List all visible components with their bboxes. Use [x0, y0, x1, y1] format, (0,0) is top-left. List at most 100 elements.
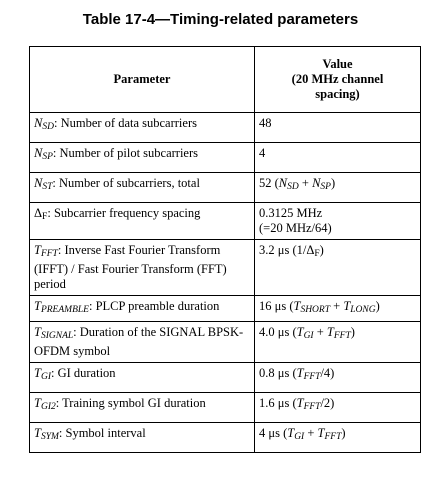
table-header-row: Parameter Value (20 MHz channel spacing) — [29, 46, 421, 113]
value-line1: 0.3125 MHz — [259, 206, 323, 220]
param-description: : Number of data subcarriers — [53, 116, 197, 130]
value-prefix: 4 μs ( — [259, 426, 288, 440]
param-symbol: N — [34, 146, 43, 160]
param-symbol: T — [34, 243, 41, 257]
table-row: TSYM: Symbol interval 4 μs (TGI + TFFT) — [29, 422, 421, 453]
value-prefix: 52 ( — [259, 176, 279, 190]
value-prefix: 0.8 μs ( — [259, 366, 297, 380]
value-subscript: GI — [303, 331, 314, 341]
value-prefix: 4.0 μs ( — [259, 325, 297, 339]
parameter-cell: TPREAMBLE: PLCP preamble duration — [29, 295, 255, 322]
value-operator: + — [298, 176, 313, 190]
param-symbol: T — [34, 325, 41, 339]
param-symbol: T — [34, 426, 41, 440]
parameter-cell: TGI: GI duration — [29, 362, 255, 393]
parameter-cell: NST: Number of subcarriers, total — [29, 172, 255, 203]
param-subscript: SP — [42, 152, 53, 162]
value-cell: 1.6 μs (TFFT/2) — [254, 392, 421, 423]
param-description: : Number of pilot subcarriers — [52, 146, 199, 160]
header-value-line1: Value — [322, 57, 353, 71]
param-subscript: ST — [42, 182, 53, 192]
value-symbol: T — [287, 426, 295, 440]
value-subscript: SP — [320, 182, 331, 192]
value-subscript: F — [314, 249, 320, 259]
value-prefix: 1.6 μs ( — [259, 396, 297, 410]
header-value-line2: (20 MHz channel — [291, 72, 384, 86]
header-value: Value (20 MHz channel spacing) — [254, 46, 421, 113]
table-row: TFFT: Inverse Fast Fourier Transform (IF… — [29, 239, 421, 296]
param-description: : Inverse Fast Fourier Transform (IFFT) … — [34, 243, 227, 291]
value-suffix: /2) — [320, 396, 335, 410]
table-row: NST: Number of subcarriers, total 52 (NS… — [29, 172, 421, 203]
value-suffix: /4) — [320, 366, 335, 380]
param-subscript: GI — [40, 372, 51, 382]
value-cell: 4 μs (TGI + TFFT) — [254, 422, 421, 453]
parameter-cell: TFFT: Inverse Fast Fourier Transform (IF… — [29, 239, 255, 296]
param-subscript: SYM — [40, 432, 59, 442]
parameter-cell: ΔF: Subcarrier frequency spacing — [29, 202, 255, 240]
value-subscript: SD — [287, 182, 299, 192]
parameter-cell: NSP: Number of pilot subcarriers — [29, 142, 255, 173]
value-subscript: FFT — [324, 432, 342, 442]
parameter-cell: TGI2: Training symbol GI duration — [29, 392, 255, 423]
value-cell: 16 μs (TSHORT + TLONG) — [254, 295, 421, 322]
timing-parameters-table: Parameter Value (20 MHz channel spacing)… — [29, 46, 421, 453]
value-prefix: 16 μs ( — [259, 299, 294, 313]
value-suffix: ) — [330, 176, 336, 190]
param-description: : Duration of the SIGNAL BPSK-OFDM symbo… — [34, 325, 244, 358]
value-subscript: FFT — [303, 402, 321, 412]
value-suffix: ) — [319, 243, 324, 257]
value-subscript: FFT — [333, 331, 351, 341]
param-description: : PLCP preamble duration — [88, 299, 220, 313]
value-subscript: LONG — [350, 305, 376, 315]
table-row: TGI2: Training symbol GI duration 1.6 μs… — [29, 392, 421, 423]
value-operator: + — [313, 325, 327, 339]
value-operator: + — [330, 299, 344, 313]
value-cell: 3.2 μs (1/ΔF) — [254, 239, 421, 296]
value-subscript: FFT — [303, 372, 321, 382]
param-description: : Training symbol GI duration — [55, 396, 206, 410]
value-cell: 52 (NSD + NSP) — [254, 172, 421, 203]
value-cell: 4 — [254, 142, 421, 173]
param-symbol: N — [34, 116, 43, 130]
value-line2: (=20 MHz/64) — [259, 221, 332, 235]
value-cell: 0.8 μs (TFFT/4) — [254, 362, 421, 393]
header-value-line3: spacing) — [315, 87, 360, 101]
param-subscript: SD — [42, 122, 54, 132]
value-suffix: ) — [341, 426, 346, 440]
value-cell: 0.3125 MHz (=20 MHz/64) — [254, 202, 421, 240]
value-cell: 4.0 μs (TGI + TFFT) — [254, 321, 421, 363]
param-symbol: T — [34, 299, 41, 313]
param-description: : Number of subcarriers, total — [52, 176, 200, 190]
param-description: : Symbol interval — [58, 426, 146, 440]
parameter-cell: NSD: Number of data subcarriers — [29, 112, 255, 143]
value-text: 4 — [259, 146, 266, 160]
value-cell: 48 — [254, 112, 421, 143]
param-symbol: T — [34, 366, 41, 380]
param-description: : GI duration — [50, 366, 116, 380]
param-subscript: GI2 — [40, 402, 56, 412]
parameter-cell: TSIGNAL: Duration of the SIGNAL BPSK-OFD… — [29, 321, 255, 363]
table-row: ΔF: Subcarrier frequency spacing 0.3125 … — [29, 202, 421, 240]
table-row: TPREAMBLE: PLCP preamble duration 16 μs … — [29, 295, 421, 322]
param-symbol: T — [34, 396, 41, 410]
table-title: Table 17-4—Timing-related parameters — [82, 11, 359, 28]
value-symbol: T — [326, 325, 334, 339]
header-parameter: Parameter — [29, 46, 255, 113]
value-subscript: GI — [294, 432, 305, 442]
value-operator: + — [304, 426, 318, 440]
value-symbol: T — [343, 299, 351, 313]
param-symbol: N — [34, 176, 43, 190]
value-symbol: T — [296, 396, 304, 410]
value-subscript: SHORT — [300, 305, 330, 315]
value-symbol: N — [278, 176, 288, 190]
param-symbol: Δ — [34, 206, 43, 220]
value-suffix: ) — [350, 325, 355, 339]
param-subscript: SIGNAL — [40, 331, 74, 341]
table-row: NSP: Number of pilot subcarriers 4 — [29, 142, 421, 173]
value-text: 48 — [259, 116, 272, 130]
value-suffix: ) — [375, 299, 380, 313]
table-row: TGI: GI duration 0.8 μs (TFFT/4) — [29, 362, 421, 393]
value-prefix: 3.2 μs (1/Δ — [259, 243, 315, 257]
